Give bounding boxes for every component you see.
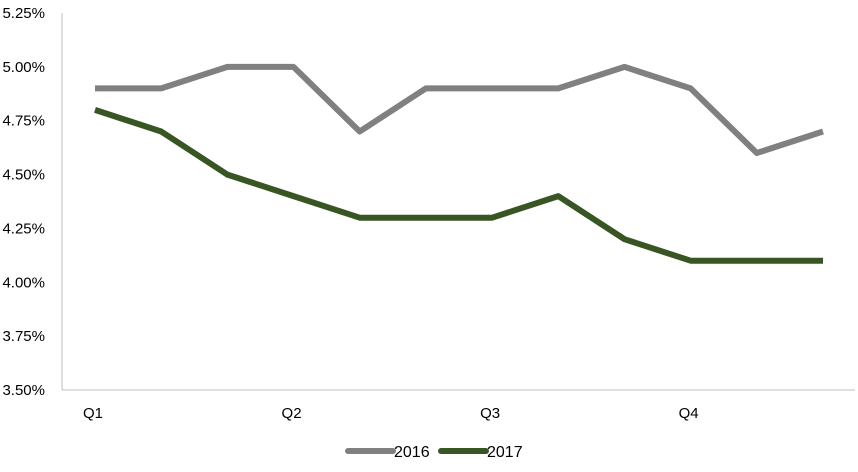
y-tick-label: 5.00% bbox=[2, 59, 45, 76]
x-axis: Q1 Q2 Q3 Q4 bbox=[62, 389, 855, 422]
series-line-2016 bbox=[95, 63, 824, 156]
y-tick-label: 3.50% bbox=[2, 382, 45, 399]
y-tick-label: 5.25% bbox=[2, 5, 45, 22]
legend-label-2016: 2016 bbox=[394, 444, 430, 461]
x-tick-label: Q2 bbox=[282, 405, 302, 422]
x-tick-label: Q1 bbox=[83, 405, 103, 422]
y-tick-label: 4.75% bbox=[2, 113, 45, 130]
x-tick-label: Q3 bbox=[480, 405, 500, 422]
legend: 2016 2017 bbox=[345, 444, 523, 461]
y-tick-label: 4.50% bbox=[2, 167, 45, 184]
y-axis: 3.50% 3.75% 4.00% 4.25% 4.50% 4.75% 5.00% 5.25% bbox=[2, 5, 63, 399]
y-tick-label: 3.75% bbox=[2, 328, 45, 345]
legend-label-2017: 2017 bbox=[487, 444, 523, 461]
y-tick-label: 4.25% bbox=[2, 220, 45, 237]
y-tick-label: 4.00% bbox=[2, 274, 45, 291]
series-line-2017 bbox=[94, 107, 823, 264]
x-tick-label: Q4 bbox=[679, 405, 699, 422]
series-lines bbox=[94, 63, 824, 264]
